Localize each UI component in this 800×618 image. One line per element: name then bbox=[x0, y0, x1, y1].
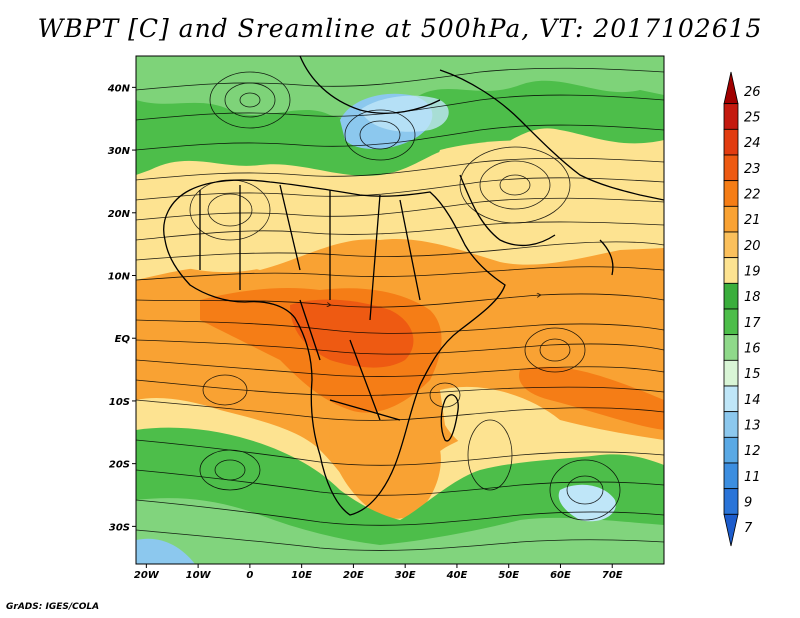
colorbar-swatch bbox=[723, 488, 739, 515]
x-tick-label: 60E bbox=[550, 570, 571, 581]
colorbar-label: 19 bbox=[744, 265, 761, 280]
x-tick-label: 50E bbox=[498, 570, 519, 581]
x-tick-label: 20W bbox=[134, 570, 160, 581]
colorbar-label: 7 bbox=[744, 521, 753, 536]
colorbar-swatch bbox=[723, 71, 739, 105]
colorbar-swatch bbox=[723, 334, 739, 361]
colorbar-swatch bbox=[723, 308, 739, 336]
colorbar: 26 25 24 23 22 21 20 19 18 17 16 15 14 13 12 11 9 7 bbox=[723, 71, 761, 547]
colorbar-swatch bbox=[723, 231, 739, 259]
x-tick-label: 40E bbox=[446, 570, 468, 581]
y-tick-label: 40N bbox=[107, 83, 131, 94]
colorbar-label: 23 bbox=[744, 162, 761, 177]
field-orange-east bbox=[519, 366, 664, 430]
y-tick-label: 30N bbox=[108, 146, 131, 157]
y-tick-label: 30S bbox=[109, 522, 130, 533]
field-orange-south bbox=[329, 414, 441, 519]
colorbar-swatch bbox=[723, 436, 739, 464]
colorbar-label: 17 bbox=[744, 316, 761, 331]
x-tick-label: 70E bbox=[602, 570, 623, 581]
colorbar-label: 18 bbox=[744, 290, 761, 305]
field-lightblue-north bbox=[360, 95, 449, 132]
colorbar-swatch bbox=[723, 128, 739, 156]
colorbar-swatch bbox=[723, 513, 739, 547]
field-yellow-south-indian bbox=[440, 386, 566, 470]
colorbar-swatch bbox=[723, 359, 739, 387]
colorbar-swatch bbox=[723, 462, 739, 490]
y-tick-label: EQ bbox=[115, 334, 131, 345]
y-tick-label: 10S bbox=[109, 397, 130, 408]
field-blue-south bbox=[136, 538, 195, 564]
x-tick-label: 30E bbox=[395, 570, 416, 581]
colorbar-swatch bbox=[723, 257, 739, 284]
colorbar-label: 15 bbox=[744, 367, 761, 382]
colorbar-label: 9 bbox=[744, 496, 752, 511]
y-tick-label: 20S bbox=[109, 460, 130, 471]
colorbar-label: 25 bbox=[744, 111, 761, 126]
x-tick-label: 0 bbox=[246, 570, 253, 581]
colorbar-label: 11 bbox=[744, 470, 761, 485]
y-axis: 40N 30N 20N 10N EQ 10S 20S 30S bbox=[107, 83, 136, 533]
field-yellow-high-west bbox=[146, 164, 295, 273]
colorbar-swatch bbox=[723, 411, 739, 438]
colorbar-swatch bbox=[723, 180, 739, 207]
colorbar-swatch bbox=[723, 282, 739, 310]
map-frame bbox=[135, 55, 665, 565]
streamlines bbox=[136, 67, 664, 551]
colorbar-label: 26 bbox=[744, 85, 761, 100]
y-tick-label: 20N bbox=[108, 209, 131, 220]
field-yellow-high-east bbox=[435, 140, 604, 252]
y-tick-label: 10N bbox=[108, 272, 131, 283]
field-lightgreen-south bbox=[136, 498, 664, 564]
colorbar-label: 21 bbox=[744, 213, 761, 228]
coastlines bbox=[163, 56, 664, 516]
colorbar-label: 20 bbox=[744, 239, 761, 254]
map-plot-area bbox=[136, 56, 664, 564]
colorbar-label: 22 bbox=[744, 188, 761, 203]
x-tick-label: 20E bbox=[343, 570, 364, 581]
colorbar-swatch bbox=[723, 154, 739, 182]
x-tick-label: 10E bbox=[291, 570, 312, 581]
field-lightgreen-north bbox=[136, 56, 664, 119]
grads-credit: GrADS: IGES/COLA bbox=[6, 602, 100, 612]
colorbar-swatch bbox=[723, 103, 739, 130]
colorbar-label: 16 bbox=[744, 342, 761, 357]
colorbar-swatch bbox=[723, 205, 739, 233]
x-axis: 20W 10W 0 10E 20E 30E 40E 50E 60E 70E bbox=[134, 564, 623, 581]
x-tick-label: 10W bbox=[186, 570, 212, 581]
map-title: WBPT [C] and Sreamline at 500hPa, VT: 20… bbox=[37, 14, 763, 43]
colorbar-label: 12 bbox=[744, 444, 761, 459]
colorbar-label: 14 bbox=[744, 393, 761, 408]
colorbar-label: 24 bbox=[744, 136, 761, 151]
colorbar-label: 13 bbox=[744, 419, 761, 434]
colorbar-swatch bbox=[723, 385, 739, 413]
